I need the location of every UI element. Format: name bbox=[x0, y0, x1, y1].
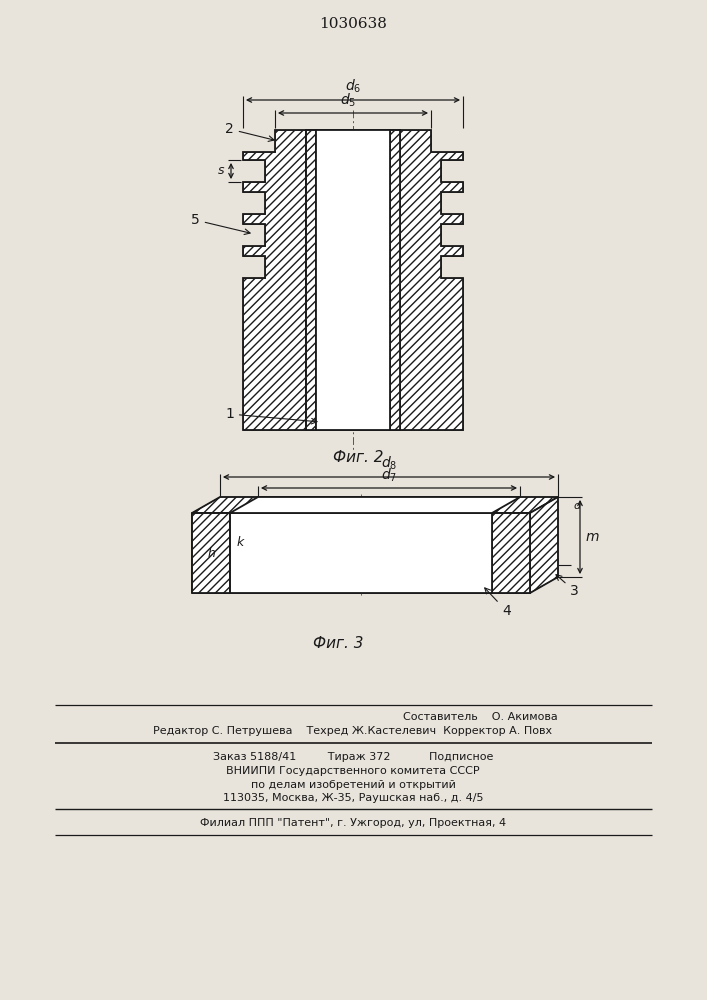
Text: $s$: $s$ bbox=[217, 164, 225, 178]
Text: Фиг. 2: Фиг. 2 bbox=[333, 450, 383, 466]
Polygon shape bbox=[400, 130, 463, 430]
Text: Филиал ППП "Патент", г. Ужгород, ул, Проектная, 4: Филиал ППП "Патент", г. Ужгород, ул, Про… bbox=[200, 818, 506, 828]
Text: 1: 1 bbox=[225, 407, 317, 424]
Text: 1030638: 1030638 bbox=[319, 17, 387, 31]
Text: Заказ 5188/41         Тираж 372           Подписное: Заказ 5188/41 Тираж 372 Подписное bbox=[213, 752, 493, 762]
Text: $d_6$: $d_6$ bbox=[345, 78, 361, 95]
Text: Редактор С. Петрушева    Техред Ж.Кастелевич  Корректор А. Повх: Редактор С. Петрушева Техред Ж.Кастелеви… bbox=[153, 726, 553, 736]
Text: $h$: $h$ bbox=[207, 546, 216, 560]
Polygon shape bbox=[316, 130, 390, 430]
Text: по делам изобретений и открытий: по делам изобретений и открытий bbox=[250, 780, 455, 790]
Polygon shape bbox=[230, 513, 492, 593]
Polygon shape bbox=[230, 497, 520, 513]
Text: $d_7$: $d_7$ bbox=[381, 467, 397, 484]
Polygon shape bbox=[306, 130, 316, 430]
Text: ВНИИПИ Государственного комитета СССР: ВНИИПИ Государственного комитета СССР bbox=[226, 766, 480, 776]
Polygon shape bbox=[530, 497, 558, 593]
Polygon shape bbox=[243, 130, 306, 430]
Polygon shape bbox=[192, 513, 230, 593]
Text: Фиг. 3: Фиг. 3 bbox=[312, 636, 363, 650]
Text: $d_5$: $d_5$ bbox=[340, 92, 356, 109]
Text: $k$: $k$ bbox=[236, 534, 246, 548]
Text: 2: 2 bbox=[225, 122, 274, 141]
Text: 113035, Москва, Ж-35, Раушская наб., д. 4/5: 113035, Москва, Ж-35, Раушская наб., д. … bbox=[223, 793, 484, 803]
Polygon shape bbox=[306, 130, 400, 430]
Text: $d_8$: $d_8$ bbox=[381, 455, 397, 472]
Text: 5: 5 bbox=[191, 213, 250, 234]
Polygon shape bbox=[390, 130, 400, 430]
Polygon shape bbox=[492, 513, 530, 593]
Text: $m$: $m$ bbox=[585, 530, 600, 544]
Polygon shape bbox=[192, 497, 558, 513]
Text: $d$: $d$ bbox=[573, 499, 582, 511]
Text: 4: 4 bbox=[485, 588, 510, 618]
Text: 3: 3 bbox=[556, 575, 579, 598]
Text: Составитель    О. Акимова: Составитель О. Акимова bbox=[402, 712, 557, 722]
